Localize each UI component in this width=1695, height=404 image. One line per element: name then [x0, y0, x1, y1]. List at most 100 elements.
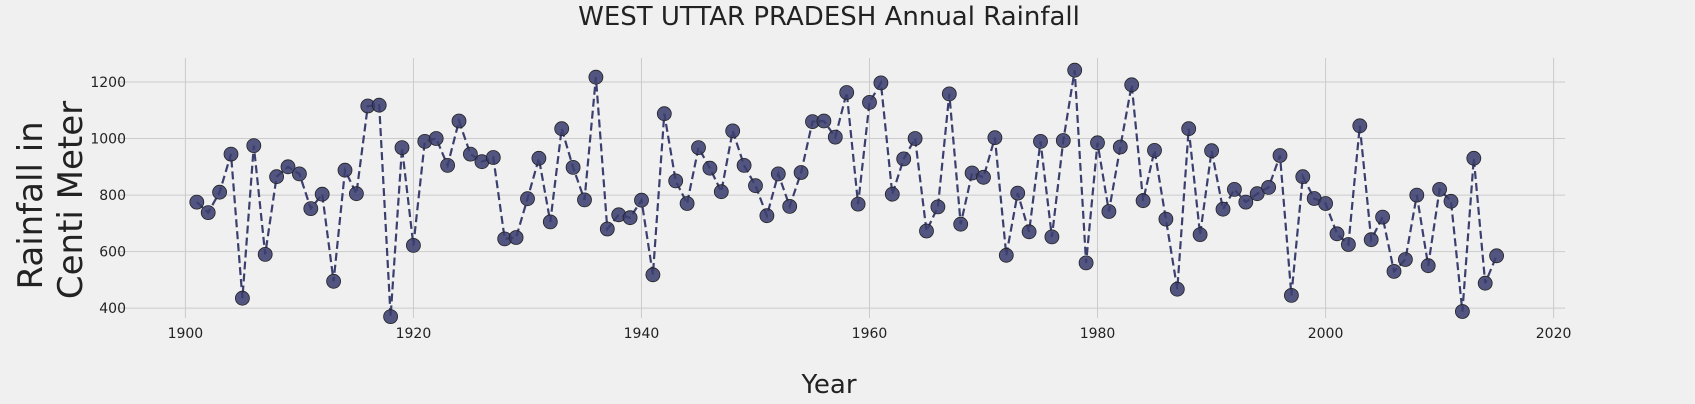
data-point [634, 192, 649, 208]
data-point [451, 113, 467, 129]
y-axis-label-line-1: Rainfall in [11, 121, 51, 289]
data-point [212, 184, 228, 200]
data-point [1033, 133, 1048, 149]
data-point [1489, 248, 1504, 264]
y-tick-label: 400 [99, 301, 126, 317]
data-point [280, 159, 296, 175]
y-tick-label: 800 [99, 188, 126, 204]
data-point [998, 247, 1014, 263]
data-point [930, 199, 946, 215]
data-point [1169, 281, 1185, 297]
y-axis-label-line-2: Centi Meter [51, 101, 91, 299]
data-point [668, 173, 684, 189]
y-tick-label: 1000 [90, 132, 126, 148]
data-point [656, 106, 672, 122]
data-point [1078, 255, 1094, 271]
data-point [1158, 211, 1174, 227]
data-point [291, 166, 307, 182]
data-point [1477, 275, 1493, 291]
data-point [405, 237, 421, 253]
data-point [770, 166, 786, 182]
data-point [896, 151, 912, 167]
data-point [1432, 181, 1447, 197]
data-point [1044, 229, 1060, 245]
data-point [531, 150, 547, 166]
data-point [428, 131, 444, 146]
data-point [713, 184, 729, 200]
y-axis-ticks: 400 600 800 1000 1200 [90, 75, 126, 317]
series-line [196, 70, 1498, 317]
data-point [383, 309, 399, 325]
data-point [987, 130, 1003, 146]
data-point [702, 160, 718, 176]
data-point [348, 186, 364, 202]
data-point [485, 150, 501, 165]
y-axis-label: Rainfall in Centi Meter [11, 101, 91, 299]
data-point [1124, 77, 1140, 93]
data-point [736, 157, 752, 173]
data-point [314, 186, 330, 202]
data-point [599, 221, 615, 237]
x-tick-label: 1960 [852, 326, 888, 342]
data-point [1010, 185, 1026, 201]
data-point [691, 140, 706, 156]
data-point [246, 138, 262, 154]
data-point [1352, 118, 1368, 134]
data-point [862, 95, 877, 110]
data-point [1135, 193, 1151, 209]
x-tick-label: 2020 [1536, 326, 1572, 342]
chart-title: WEST UTTAR PRADESH Annual Rainfall [578, 2, 1080, 32]
data-point [679, 196, 695, 211]
data-point [976, 169, 991, 185]
data-point [1227, 181, 1242, 197]
data-point [1181, 121, 1197, 137]
x-tick-label: 1920 [396, 326, 432, 342]
data-point [782, 198, 798, 214]
data-point [1261, 179, 1276, 195]
data-points [189, 62, 1504, 325]
data-point [326, 273, 342, 289]
data-point [839, 85, 855, 100]
data-point [725, 123, 741, 139]
data-point [816, 113, 832, 129]
data-point [1455, 304, 1470, 319]
data-point [1147, 142, 1162, 158]
data-point [1363, 232, 1379, 248]
data-point [1272, 148, 1288, 163]
x-tick-label: 2000 [1308, 326, 1344, 342]
data-point [565, 159, 581, 175]
data-point [1409, 187, 1425, 203]
data-point [827, 129, 843, 145]
data-point [234, 290, 250, 306]
data-point [1021, 224, 1037, 240]
data-point [1420, 258, 1436, 274]
data-point [645, 267, 661, 283]
data-point [1398, 252, 1413, 267]
data-point [508, 230, 524, 245]
data-point [1375, 209, 1390, 225]
grid [117, 58, 1565, 318]
data-point [1249, 186, 1265, 202]
data-point [394, 140, 410, 156]
data-point [1055, 133, 1071, 148]
data-point [554, 121, 570, 137]
data-point [1238, 194, 1254, 210]
data-point [371, 97, 387, 113]
data-point [941, 86, 957, 102]
data-point [440, 157, 456, 173]
data-point [1341, 237, 1356, 252]
x-axis-label: Year [800, 370, 856, 400]
data-point [200, 205, 216, 221]
data-point [748, 178, 763, 194]
x-tick-label: 1900 [168, 326, 204, 342]
data-point [577, 192, 592, 208]
y-tick-label: 1200 [90, 75, 126, 91]
data-point [588, 69, 604, 85]
data-point [269, 169, 285, 185]
data-point [953, 216, 969, 232]
data-point [759, 208, 775, 224]
data-point [1386, 263, 1402, 279]
data-point [303, 201, 319, 217]
x-tick-label: 1980 [1080, 326, 1116, 342]
data-point [1443, 193, 1459, 209]
